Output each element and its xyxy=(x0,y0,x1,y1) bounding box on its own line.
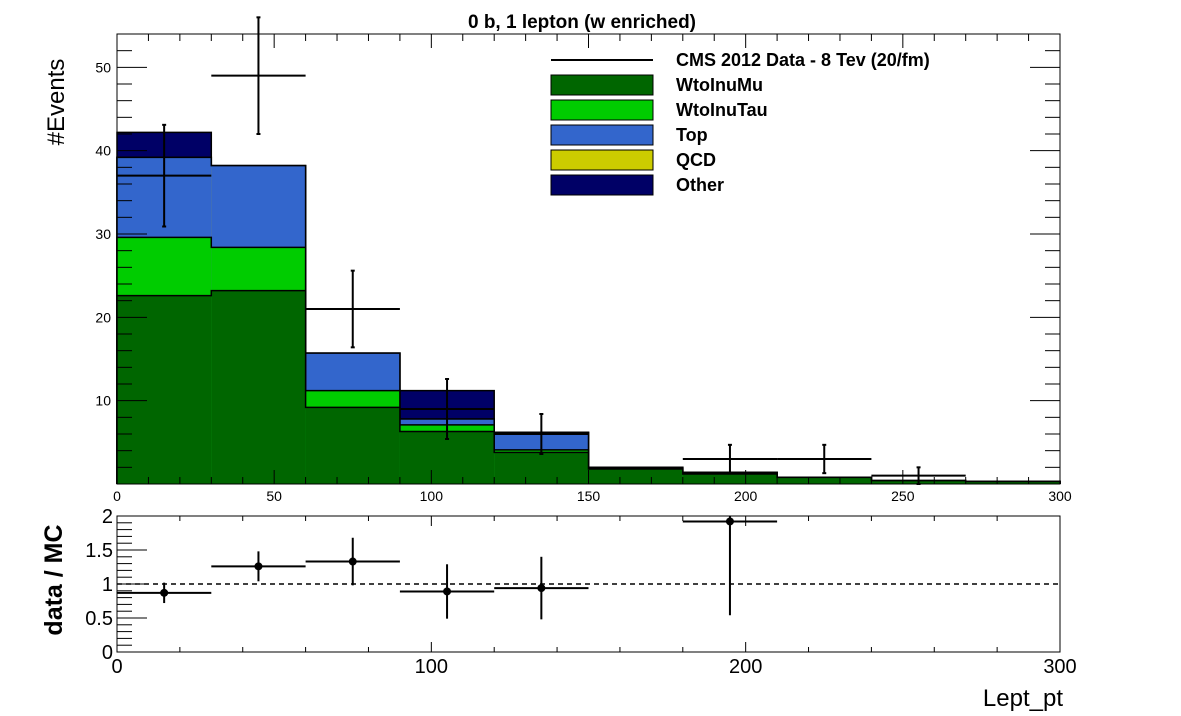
stack-bar-wtoinumu-5 xyxy=(588,469,683,484)
stack-bar-wtoinumu-4 xyxy=(494,452,589,484)
y-axis-label: #Events xyxy=(43,59,70,146)
stack-bar-wtoinumu-2 xyxy=(305,407,400,484)
main-x-tick-label-0: 0 xyxy=(113,488,121,504)
main-x-tick-label-4: 200 xyxy=(734,488,758,504)
stack-bar-wtoinumu-1 xyxy=(211,290,306,484)
main-y-tick-label-0: 10 xyxy=(95,393,111,409)
legend-swatch-wtoinumu xyxy=(550,74,654,96)
legend-label-wtoinutau: WtoInuTau xyxy=(676,100,768,120)
legend-swatch-other xyxy=(550,174,654,196)
stack-bar-wtoinumu-7 xyxy=(777,477,872,484)
legend-label-qcd: QCD xyxy=(676,150,716,170)
main-y-tick-label-1: 20 xyxy=(95,309,111,325)
x-axis-label: Lept_pt xyxy=(983,685,1063,712)
main-x-tick-label-6: 300 xyxy=(1048,488,1072,504)
ratio-point-3 xyxy=(443,587,452,596)
ratio-y-tick-label-0: 0 xyxy=(102,642,113,664)
legend-swatch-qcd xyxy=(550,149,654,171)
main-x-tick-label-5: 250 xyxy=(891,488,915,504)
ratio-point-2 xyxy=(348,557,357,566)
ratio-y-tick-label-4: 2 xyxy=(102,506,113,528)
stack-bar-wtoinumu-0 xyxy=(117,295,212,484)
ratio-x-tick-label-3: 300 xyxy=(1043,656,1076,678)
legend-swatch-wtoinutau xyxy=(550,99,654,121)
ratio-y-axis-label: data / MC xyxy=(40,524,68,635)
main-x-tick-label-2: 100 xyxy=(420,488,444,504)
main-y-tick-label-3: 40 xyxy=(95,143,111,159)
ratio-point-5 xyxy=(725,517,734,526)
main-x-tick-label-1: 50 xyxy=(266,488,282,504)
main-y-tick-label-2: 30 xyxy=(95,226,111,242)
ratio-point-4 xyxy=(537,584,546,593)
legend-label-top: Top xyxy=(676,125,708,145)
legend-label-other: Other xyxy=(676,175,724,195)
stack-bar-wtoinumu-9 xyxy=(965,481,1060,484)
main-y-tick-label-4: 50 xyxy=(95,59,111,75)
ratio-y-tick-label-1: 0.5 xyxy=(85,608,113,630)
ratio-y-tick-label-3: 1.5 xyxy=(85,540,113,562)
ratio-point-1 xyxy=(254,562,263,571)
legend-swatch-top xyxy=(550,124,654,146)
legend-label-data: CMS 2012 Data - 8 Tev (20/fm) xyxy=(676,50,930,70)
ratio-x-tick-label-0: 0 xyxy=(111,656,122,678)
legend-label-wtoinumu: WtoInuMu xyxy=(676,75,763,95)
ratio-point-0 xyxy=(160,588,169,597)
main-x-tick-label-3: 150 xyxy=(577,488,601,504)
ratio-x-tick-label-2: 200 xyxy=(729,656,762,678)
ratio-x-tick-label-1: 100 xyxy=(415,656,448,678)
stack-bar-wtoinumu-3 xyxy=(399,431,495,484)
chart-title: 0 b, 1 lepton (w enriched) xyxy=(468,12,696,33)
ratio-y-tick-label-2: 1 xyxy=(102,574,113,596)
stack-bar-wtoinumu-6 xyxy=(682,474,778,484)
